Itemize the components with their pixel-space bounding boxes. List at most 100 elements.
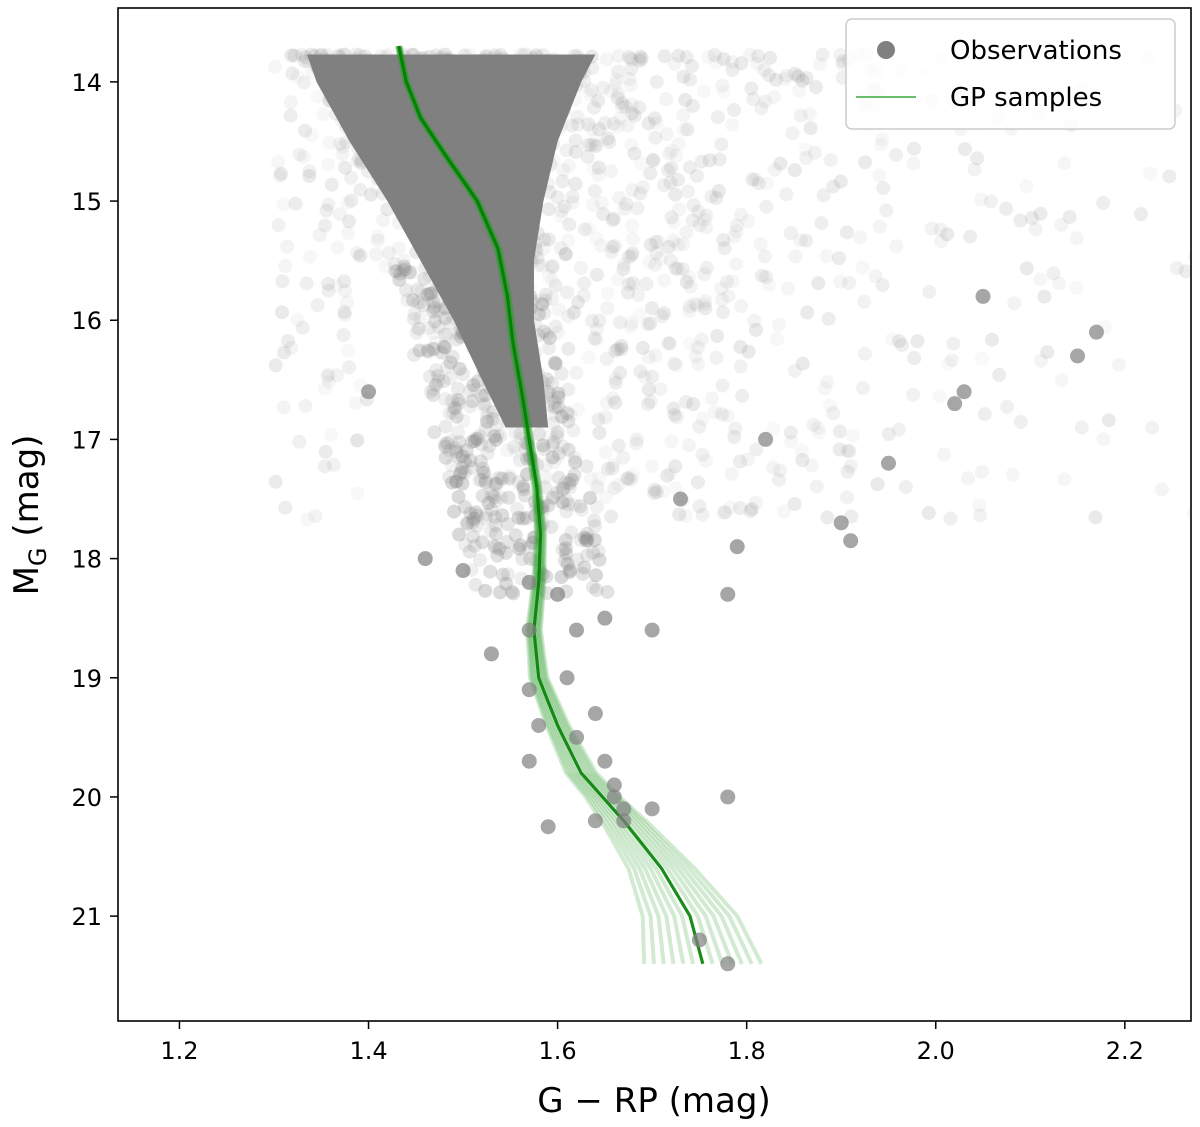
observation-point: [577, 530, 592, 545]
observation-point-faint: [296, 150, 311, 165]
observation-point-faint: [584, 83, 599, 98]
observation-point-faint: [695, 411, 710, 426]
observation-point-faint: [795, 356, 810, 371]
observation-point-faint: [643, 237, 658, 252]
observation-point-faint: [667, 215, 682, 230]
observation-point: [451, 381, 466, 396]
observation-point-faint: [679, 394, 694, 409]
observation-point: [516, 479, 531, 494]
observation-point-faint: [492, 470, 507, 485]
observation-point-faint: [924, 221, 939, 236]
observation-point-faint: [940, 227, 955, 242]
observation-point-faint: [596, 80, 611, 95]
observation-point: [454, 329, 469, 344]
observation-point-faint: [324, 427, 339, 442]
observation-point-faint: [570, 109, 585, 124]
observation-point-faint: [409, 325, 424, 340]
observation-point-faint: [586, 137, 601, 152]
observation-point-faint: [992, 367, 1007, 382]
observation-point-faint: [344, 193, 359, 208]
observation-point: [492, 541, 507, 556]
observation-point-faint: [799, 151, 814, 166]
observation-point-faint: [894, 337, 909, 352]
observation-point-faint: [833, 174, 848, 189]
observation-point: [449, 474, 464, 489]
observation-point-faint: [589, 322, 604, 337]
observation-point-faint: [554, 203, 569, 218]
observation-point: [570, 552, 585, 567]
observation-point: [585, 580, 600, 595]
observation-point-faint: [640, 317, 655, 332]
observation-point-faint: [933, 222, 948, 237]
observation-point-faint: [788, 249, 803, 264]
observation-point: [452, 361, 467, 376]
observation-point: [505, 386, 520, 401]
observation-point-faint: [592, 313, 607, 328]
observation-point-faint: [330, 368, 345, 383]
observation-point-faint: [683, 279, 698, 294]
observation-point: [463, 399, 478, 414]
observation-point: [465, 394, 480, 409]
observation-point-faint-end: [1088, 324, 1104, 340]
observation-point-faint: [318, 381, 333, 396]
observation-point-faint: [545, 291, 560, 306]
observation-point-faint: [670, 261, 685, 276]
observation-point: [591, 544, 606, 559]
observation-point-faint: [767, 162, 782, 177]
observation-point-faint-end: [569, 729, 585, 745]
observation-point-faint: [297, 123, 312, 138]
observation-point: [451, 396, 466, 411]
observation-point-faint: [472, 429, 487, 444]
observation-point: [466, 297, 481, 312]
observation-point-faint: [623, 472, 638, 487]
observation-point-faint: [570, 117, 585, 132]
observation-point-faint: [753, 237, 768, 252]
observation-point-faint: [582, 221, 597, 236]
observation-point: [445, 475, 460, 490]
observation-point-faint: [634, 51, 649, 66]
observation-point-faint: [977, 407, 992, 422]
observation-point-faint: [611, 86, 626, 101]
observation-point-faint: [669, 358, 684, 373]
observation-point-faint: [370, 233, 385, 248]
observation-point: [470, 267, 485, 282]
observation-point-faint: [678, 92, 693, 107]
observation-point-faint: [698, 301, 713, 316]
observation-point-faint: [716, 233, 731, 248]
observation-point-faint: [647, 486, 662, 501]
observation-point-faint: [324, 177, 339, 192]
observation-point: [482, 335, 497, 350]
observation-point: [420, 343, 435, 358]
observation-point-faint: [569, 365, 584, 380]
observation-point-faint-end: [644, 622, 660, 638]
observation-point: [457, 465, 472, 480]
observation-point-faint: [1190, 397, 1191, 402]
observation-point-faint: [542, 387, 557, 402]
observation-point: [451, 450, 466, 465]
observation-point-faint: [573, 260, 588, 275]
observation-point-faint: [332, 137, 347, 152]
observation-point-faint: [1033, 272, 1048, 287]
observation-point-faint: [793, 108, 808, 123]
observation-point: [523, 345, 538, 360]
observation-point-faint: [729, 257, 744, 272]
observation-point: [473, 330, 488, 345]
observation-point-faint-end: [720, 789, 736, 805]
observation-point-faint: [621, 49, 636, 64]
observation-point-faint: [332, 207, 347, 222]
observation-point-faint: [616, 450, 631, 465]
observation-point-faint: [715, 78, 730, 93]
observation-point: [412, 343, 427, 358]
observation-point-faint: [407, 306, 422, 321]
observation-point: [436, 374, 451, 389]
observation-point-faint: [353, 248, 368, 263]
observation-point-faint: [1025, 210, 1040, 225]
observation-point: [462, 274, 477, 289]
observation-point-faint: [694, 154, 709, 169]
observation-point: [454, 465, 469, 480]
observation-point-faint: [631, 288, 646, 303]
observation-point-faint-end: [672, 491, 688, 507]
observation-point-faint: [907, 350, 922, 365]
observation-point: [501, 490, 516, 505]
observation-point: [458, 537, 473, 552]
